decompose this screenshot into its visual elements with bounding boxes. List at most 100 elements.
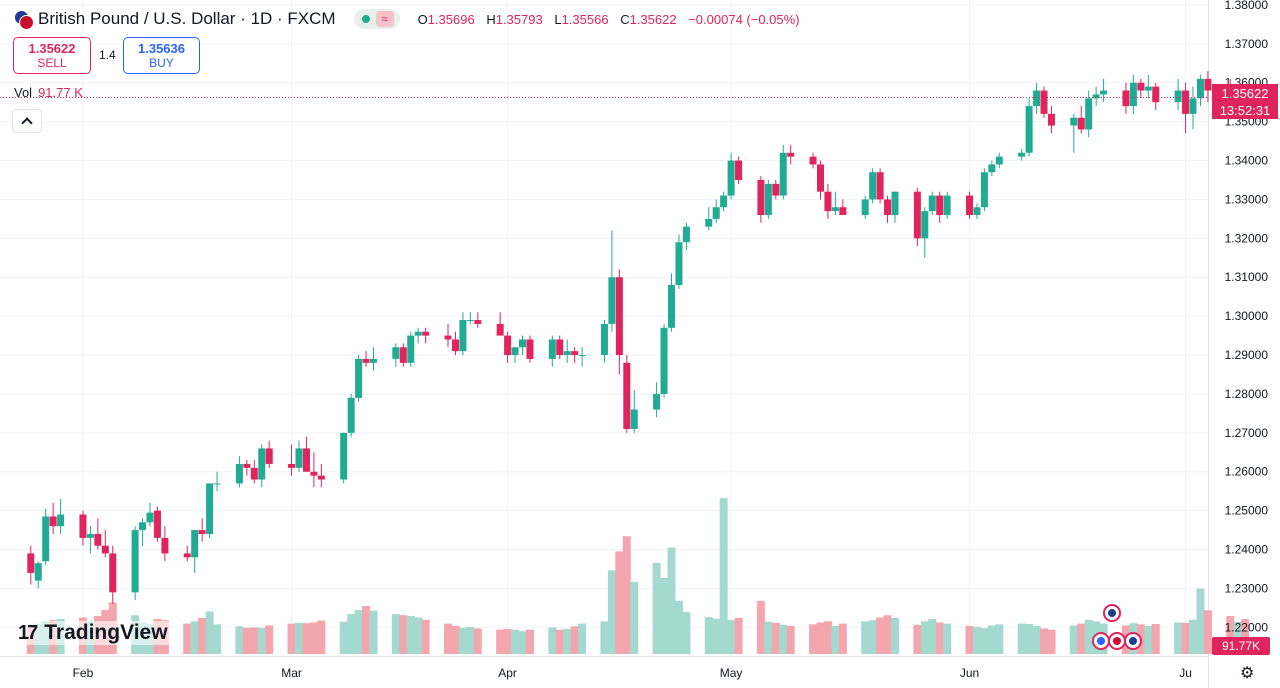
candle-body bbox=[1025, 106, 1033, 153]
candle-body bbox=[94, 533, 102, 546]
candle-body bbox=[519, 339, 526, 348]
uk-event-icon[interactable] bbox=[1103, 604, 1121, 622]
price-tick-label: 1.37000 bbox=[1225, 37, 1269, 51]
candle-body bbox=[869, 172, 877, 200]
buy-price: 1.35636 bbox=[138, 41, 185, 56]
volume-bar bbox=[719, 498, 728, 654]
volume-bar bbox=[660, 578, 669, 654]
volume-bar bbox=[1144, 625, 1153, 654]
volume-bar bbox=[1032, 625, 1041, 654]
volume-bar bbox=[302, 623, 311, 654]
volume-bar bbox=[205, 611, 214, 654]
candle-body bbox=[265, 448, 273, 464]
volume-bar bbox=[883, 615, 892, 654]
volume-bar bbox=[295, 622, 303, 654]
price-tick-label: 1.29000 bbox=[1225, 348, 1269, 362]
candle-body bbox=[727, 160, 735, 196]
volume-bar bbox=[466, 627, 475, 654]
candle-body bbox=[1033, 90, 1041, 107]
volume-bar bbox=[667, 547, 676, 654]
volume-bar bbox=[458, 627, 467, 654]
volume-bar bbox=[183, 623, 192, 654]
time-axis[interactable]: Feb Mar Apr May Jun Ju bbox=[73, 666, 1192, 680]
candle-body bbox=[101, 545, 109, 554]
volume-bar bbox=[190, 621, 199, 654]
candle-body bbox=[1144, 86, 1152, 91]
candle-body bbox=[995, 156, 1003, 165]
candle-body bbox=[548, 339, 556, 359]
candle-body bbox=[675, 242, 683, 286]
volume-bar bbox=[786, 625, 795, 654]
spread-value: 1.4 bbox=[99, 48, 116, 62]
volume-bar bbox=[496, 629, 505, 654]
candle-body bbox=[556, 339, 564, 356]
wave-icon: ≈ bbox=[375, 11, 394, 27]
candle-body bbox=[340, 432, 348, 480]
candle-body bbox=[764, 183, 772, 216]
buy-button[interactable]: 1.35636 BUY bbox=[123, 37, 200, 74]
chart-settings-gear-icon[interactable]: ⚙ bbox=[1240, 665, 1255, 682]
collapse-legend-button[interactable] bbox=[12, 109, 42, 133]
candle-body bbox=[355, 358, 363, 398]
volume-bar bbox=[257, 627, 266, 654]
volume-bar bbox=[823, 621, 832, 654]
volume-bar bbox=[831, 625, 840, 654]
price-tick-label: 1.38000 bbox=[1225, 0, 1269, 12]
candle-body bbox=[407, 335, 415, 363]
candle-body bbox=[27, 553, 35, 573]
volume-bar bbox=[764, 621, 773, 654]
volume-bar bbox=[414, 617, 423, 654]
volume-bar bbox=[674, 600, 683, 654]
volume-bar bbox=[1203, 610, 1212, 654]
candle-body bbox=[891, 191, 899, 216]
volume-legend[interactable]: Vol 91.77 K bbox=[14, 85, 83, 100]
candle-body bbox=[139, 522, 147, 531]
volume-bar bbox=[548, 627, 557, 654]
candle-body bbox=[988, 164, 996, 173]
candle-body bbox=[1122, 90, 1130, 107]
logo-wordmark: TradingView bbox=[44, 621, 168, 644]
candle-body bbox=[876, 172, 884, 200]
candle-body bbox=[206, 483, 214, 534]
volume-bar bbox=[980, 628, 989, 654]
volume-bar bbox=[242, 627, 251, 654]
volume-bar bbox=[1151, 623, 1160, 654]
candle-body bbox=[362, 358, 370, 363]
candle-body bbox=[623, 362, 631, 429]
candle-body bbox=[444, 335, 452, 340]
symbol-title[interactable]: British Pound / U.S. Dollar · 1D · FXCM bbox=[38, 9, 336, 28]
volume-bar bbox=[563, 628, 572, 654]
volume-bar bbox=[339, 621, 348, 654]
volume-bar bbox=[1047, 629, 1056, 654]
candle-body bbox=[146, 512, 154, 523]
candle-body bbox=[668, 285, 675, 328]
candle-body bbox=[153, 510, 161, 538]
candle-body bbox=[973, 207, 981, 216]
market-status-pill[interactable]: ≈ bbox=[353, 9, 400, 29]
volume-bar bbox=[682, 612, 691, 654]
candle-body bbox=[980, 172, 988, 208]
tradingview-logo: 17 TradingView bbox=[16, 621, 170, 645]
volume-bar bbox=[972, 627, 981, 654]
candle-body bbox=[1100, 90, 1108, 95]
candle-body bbox=[1204, 78, 1212, 91]
candle-body bbox=[966, 195, 973, 216]
candle-body bbox=[1129, 82, 1137, 107]
volume-bar bbox=[607, 570, 616, 654]
candle-body bbox=[884, 199, 892, 216]
volume-bar bbox=[1241, 619, 1250, 654]
candle-body bbox=[288, 463, 296, 468]
time-tick-label: Jun bbox=[960, 666, 979, 680]
sell-button[interactable]: 1.35622 SELL bbox=[13, 37, 91, 74]
volume-bar bbox=[771, 622, 780, 654]
candle-body bbox=[511, 347, 519, 356]
volume-label: Vol bbox=[14, 85, 33, 100]
candle-body bbox=[1040, 90, 1048, 114]
close-value: 1.35622 bbox=[629, 11, 677, 27]
candle-body bbox=[317, 475, 325, 480]
time-tick-label: Apr bbox=[498, 666, 517, 680]
candle-body bbox=[757, 179, 765, 216]
uk-event-icon[interactable] bbox=[1124, 632, 1142, 650]
volume-bar bbox=[309, 622, 318, 654]
